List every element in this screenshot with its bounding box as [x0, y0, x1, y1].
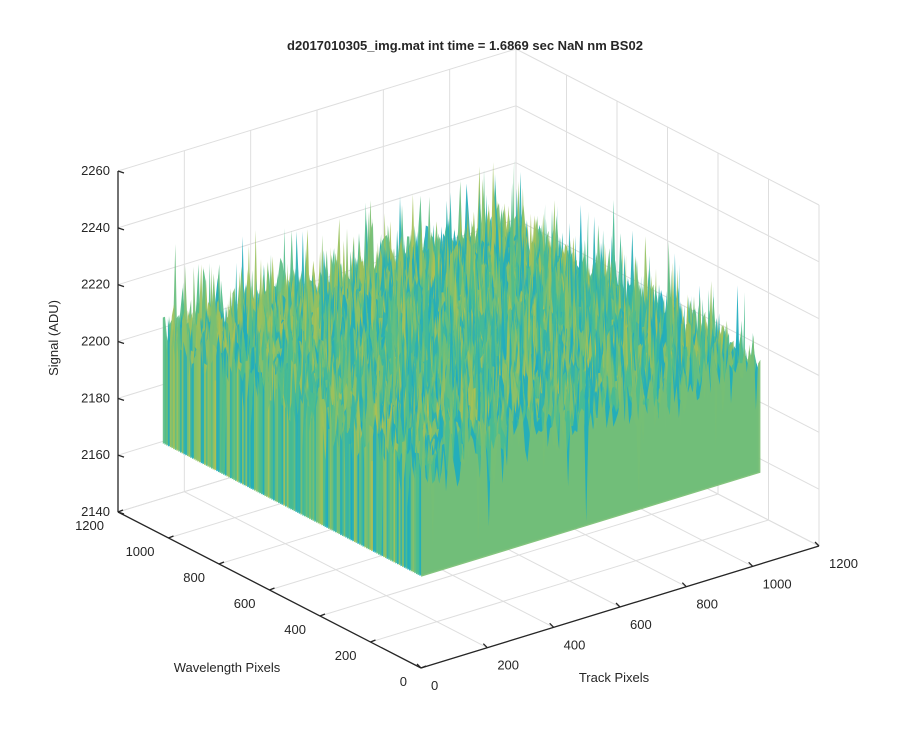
x-tick-mark	[748, 561, 754, 567]
x-tick-mark	[681, 582, 687, 588]
y-axis-label: Wavelength Pixels	[174, 660, 281, 675]
x-tick-label: 400	[564, 637, 586, 652]
y-tick-mark	[319, 613, 326, 617]
z-tick-label: 2200	[81, 334, 110, 349]
z-tick-mark	[117, 397, 125, 401]
z-tick-label: 2220	[81, 277, 110, 292]
back-wall-grid-z	[117, 162, 517, 286]
y-tick-label: 0	[400, 674, 407, 689]
z-tick-mark	[117, 511, 125, 515]
z-axis-label: Signal (ADU)	[46, 300, 61, 376]
floor-grid-y	[370, 519, 769, 643]
x-tick-mark	[814, 541, 820, 547]
x-tick-label: 1200	[829, 556, 858, 571]
x-tick-mark	[416, 663, 422, 669]
z-tick-label: 2240	[81, 220, 110, 235]
back-wall-grid-z	[117, 48, 517, 172]
z-tick-mark	[117, 284, 125, 288]
z-tick-label: 2160	[81, 447, 110, 462]
surface-layer	[162, 159, 761, 577]
chart-title: d2017010305_img.mat int time = 1.6869 se…	[287, 38, 643, 53]
z-tick-mark	[117, 170, 125, 174]
x-tick-label: 0	[431, 678, 438, 693]
x-tick-mark	[549, 622, 555, 628]
y-tick-mark	[420, 665, 427, 669]
y-tick-label: 200	[335, 648, 357, 663]
side-wall-grid-z	[515, 48, 820, 206]
x-tick-mark	[615, 602, 621, 608]
surface-strip	[421, 335, 761, 577]
z-tick-label: 2140	[81, 504, 110, 519]
z-tick-mark	[117, 454, 125, 458]
z-tick-mark	[117, 227, 125, 231]
label-layer: d2017010305_img.mat int time = 1.6869 se…	[46, 38, 650, 685]
axis-layer: 0 200 400 600 800 1000 1200 0 200 400 600 800 1000 12…	[75, 163, 858, 693]
x-tick-mark	[482, 643, 488, 649]
y-tick-label: 1200	[75, 518, 104, 533]
y-tick-mark	[269, 587, 275, 591]
y-tick-mark	[168, 535, 174, 539]
back-wall-grid-z	[117, 105, 517, 229]
y-tick-mark	[370, 639, 376, 643]
z-tick-label: 2180	[81, 390, 110, 405]
x-axis-label: Track Pixels	[579, 670, 650, 685]
x-tick-label: 200	[497, 658, 519, 673]
side-wall-grid-z	[515, 162, 820, 320]
y-tick-label: 1000	[126, 544, 155, 559]
y-tick-label: 600	[234, 596, 256, 611]
side-wall-grid-z	[515, 105, 820, 263]
x-tick-label: 600	[630, 617, 652, 632]
floor-grid-y	[319, 493, 719, 617]
x-tick-label: 800	[696, 597, 718, 612]
y-tick-label: 800	[183, 570, 205, 585]
y-tick-label: 400	[284, 622, 306, 637]
z-tick-mark	[117, 340, 125, 345]
y-tick-mark	[218, 561, 225, 565]
z-tick-label: 2260	[81, 163, 110, 178]
x-tick-label: 1000	[763, 576, 792, 591]
